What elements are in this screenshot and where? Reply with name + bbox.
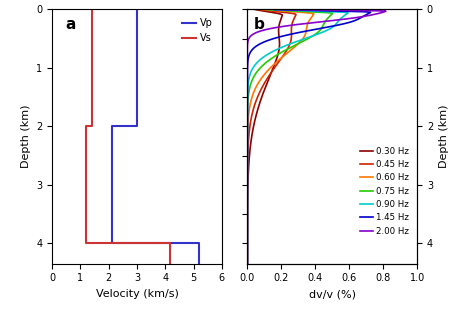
1.45 Hz — [245, 254, 250, 258]
Line: Vs: Vs — [86, 9, 170, 264]
0.30 Hz — [245, 208, 250, 212]
Line: 1.45 Hz: 1.45 Hz — [247, 9, 371, 264]
X-axis label: dv/v (%): dv/v (%) — [309, 289, 356, 299]
Legend: Vp, Vs: Vp, Vs — [178, 14, 217, 47]
2.00 Hz — [245, 254, 250, 258]
Line: 2.00 Hz: 2.00 Hz — [247, 9, 386, 264]
0.60 Hz — [245, 208, 250, 212]
Vs — [83, 124, 89, 128]
0.30 Hz — [277, 20, 283, 24]
Line: 0.60 Hz: 0.60 Hz — [247, 9, 314, 264]
0.45 Hz — [246, 131, 252, 135]
0.75 Hz — [322, 20, 328, 24]
Legend: 0.30 Hz, 0.45 Hz, 0.60 Hz, 0.75 Hz, 0.90 Hz, 1.45 Hz, 2.00 Hz: 0.30 Hz, 0.45 Hz, 0.60 Hz, 0.75 Hz, 0.90… — [357, 143, 413, 239]
0.75 Hz — [245, 254, 250, 258]
0.45 Hz — [245, 254, 250, 258]
Vp — [134, 8, 140, 11]
0.75 Hz — [245, 208, 250, 212]
Text: b: b — [254, 17, 265, 32]
0.30 Hz — [245, 262, 250, 266]
0.60 Hz — [259, 8, 265, 11]
0.90 Hz — [267, 8, 273, 11]
Vs — [167, 262, 173, 266]
1.45 Hz — [245, 131, 250, 135]
1.45 Hz — [272, 8, 277, 11]
0.30 Hz — [245, 254, 250, 258]
Vp — [109, 124, 114, 128]
0.60 Hz — [245, 262, 250, 266]
Vs — [167, 241, 173, 245]
1.45 Hz — [245, 124, 250, 128]
2.00 Hz — [245, 254, 250, 258]
0.60 Hz — [245, 254, 250, 258]
0.90 Hz — [245, 124, 250, 128]
Vp — [196, 241, 202, 245]
0.45 Hz — [290, 20, 295, 24]
Line: 0.30 Hz: 0.30 Hz — [247, 9, 283, 264]
0.75 Hz — [245, 254, 250, 258]
0.75 Hz — [245, 131, 250, 135]
0.45 Hz — [255, 8, 261, 11]
0.75 Hz — [245, 124, 250, 128]
0.60 Hz — [245, 131, 250, 135]
1.45 Hz — [346, 20, 352, 24]
Vp — [134, 124, 140, 128]
0.45 Hz — [247, 124, 253, 128]
0.30 Hz — [249, 131, 255, 135]
Line: 0.75 Hz: 0.75 Hz — [247, 9, 332, 264]
0.30 Hz — [245, 254, 250, 258]
0.30 Hz — [251, 124, 256, 128]
0.90 Hz — [245, 208, 250, 212]
Line: 0.90 Hz: 0.90 Hz — [247, 9, 348, 264]
1.45 Hz — [245, 262, 250, 266]
2.00 Hz — [275, 8, 281, 11]
2.00 Hz — [245, 124, 250, 128]
2.00 Hz — [245, 131, 250, 135]
0.45 Hz — [245, 208, 250, 212]
Y-axis label: Depth (km): Depth (km) — [20, 105, 31, 168]
0.60 Hz — [245, 254, 250, 258]
1.45 Hz — [245, 254, 250, 258]
0.45 Hz — [245, 254, 250, 258]
Vs — [89, 8, 95, 11]
0.90 Hz — [245, 254, 250, 258]
Text: a: a — [66, 17, 76, 32]
Vp — [109, 241, 114, 245]
Vs — [89, 124, 95, 128]
0.45 Hz — [245, 262, 250, 266]
Y-axis label: Depth (km): Depth (km) — [438, 105, 449, 168]
1.45 Hz — [245, 208, 250, 212]
Line: 0.45 Hz: 0.45 Hz — [247, 9, 296, 264]
0.60 Hz — [245, 124, 251, 128]
2.00 Hz — [245, 262, 250, 266]
2.00 Hz — [313, 20, 319, 24]
0.90 Hz — [335, 20, 340, 24]
Vs — [83, 241, 89, 245]
0.90 Hz — [245, 131, 250, 135]
Line: Vp: Vp — [111, 9, 199, 264]
0.30 Hz — [252, 8, 258, 11]
0.90 Hz — [245, 254, 250, 258]
0.75 Hz — [263, 8, 269, 11]
0.75 Hz — [245, 262, 250, 266]
X-axis label: Velocity (km/s): Velocity (km/s) — [96, 289, 178, 299]
Vp — [196, 262, 202, 266]
0.90 Hz — [245, 262, 250, 266]
2.00 Hz — [245, 208, 250, 212]
0.60 Hz — [305, 20, 311, 24]
